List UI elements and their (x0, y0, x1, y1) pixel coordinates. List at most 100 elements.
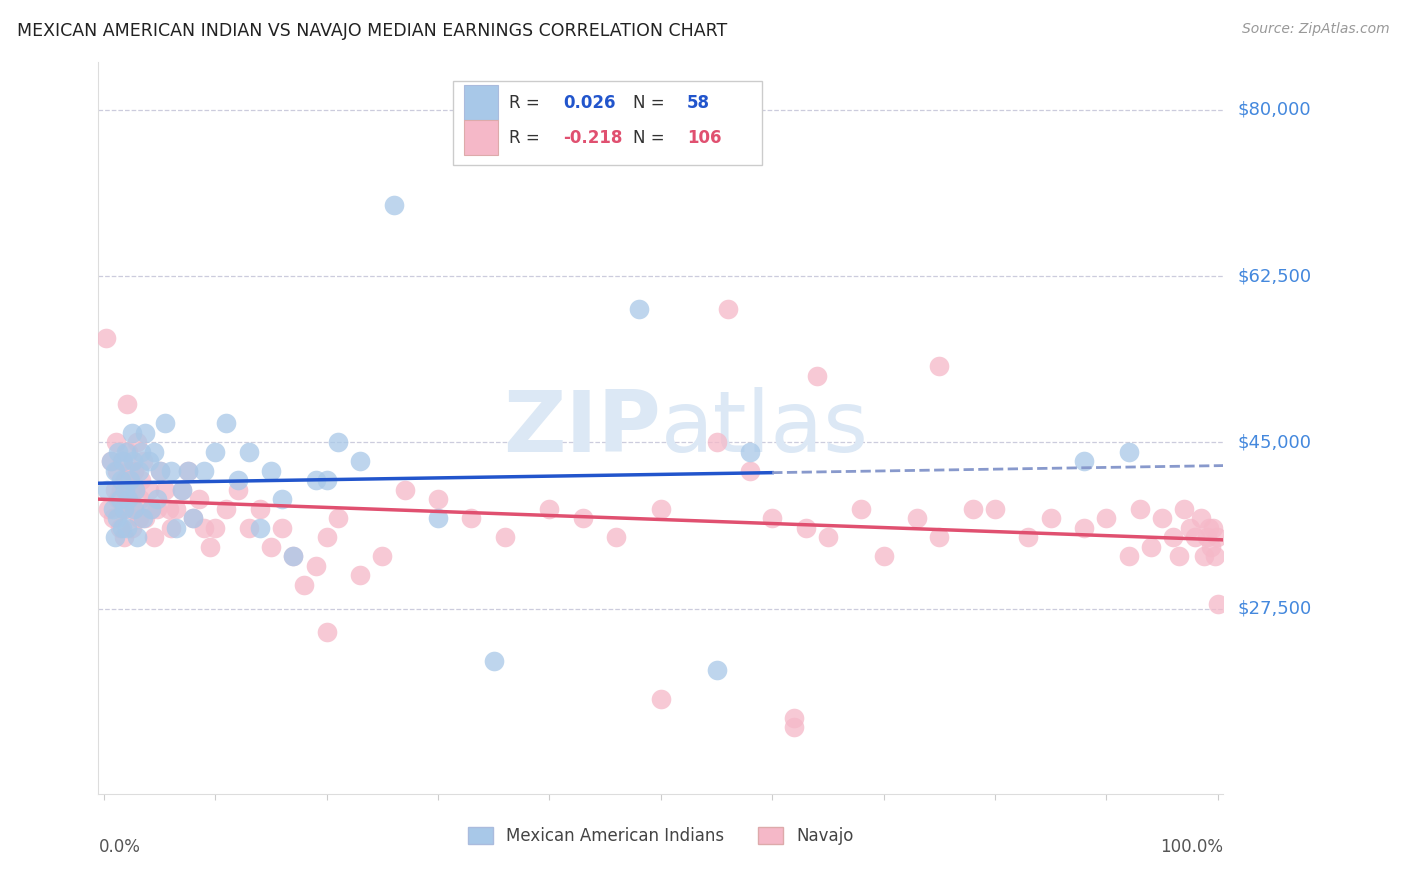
Point (1198, 521, 1220, 535)
Point (96, 483, 118, 497)
Point (146, 502, 169, 516)
Point (107, 492, 129, 507)
Point (111, 502, 134, 516)
Point (271, 521, 294, 535)
Point (294, 578, 316, 592)
Point (494, 530, 516, 544)
Point (226, 474, 249, 488)
Point (1194, 549, 1216, 564)
Point (122, 454, 145, 468)
Point (104, 464, 127, 478)
Point (134, 511, 156, 525)
Text: 106: 106 (686, 128, 721, 147)
Point (117, 492, 139, 507)
Point (159, 464, 181, 478)
Point (204, 445, 226, 459)
Point (1017, 530, 1039, 544)
Text: $62,500: $62,500 (1237, 268, 1312, 285)
Point (134, 425, 156, 440)
Point (738, 464, 761, 478)
Point (1118, 445, 1140, 459)
Point (283, 549, 305, 564)
Point (794, 521, 817, 535)
Point (170, 483, 193, 497)
Point (107, 445, 129, 459)
Point (104, 530, 127, 544)
Point (120, 483, 142, 497)
Text: ZIP: ZIP (503, 386, 661, 470)
Point (114, 483, 136, 497)
Point (1178, 521, 1201, 535)
Point (1150, 511, 1173, 525)
Point (304, 474, 326, 488)
Point (165, 502, 187, 516)
Point (783, 711, 806, 725)
Text: R =: R = (509, 128, 546, 147)
Point (371, 549, 394, 564)
Point (304, 558, 326, 573)
Point (1073, 454, 1095, 468)
Point (427, 492, 450, 507)
Point (1199, 540, 1222, 554)
Point (101, 502, 124, 516)
Point (984, 502, 1007, 516)
Point (181, 511, 204, 525)
Point (127, 435, 149, 450)
Point (117, 397, 139, 411)
Point (139, 502, 162, 516)
Point (115, 445, 138, 459)
Point (349, 454, 371, 468)
Point (121, 425, 143, 440)
Point (1161, 530, 1184, 544)
Point (129, 474, 152, 488)
Point (427, 511, 450, 525)
Point (132, 511, 155, 525)
Point (215, 502, 238, 516)
Point (149, 464, 172, 478)
Text: 58: 58 (686, 94, 710, 112)
Point (627, 302, 650, 317)
Point (138, 483, 160, 497)
Point (121, 521, 143, 535)
Point (122, 502, 145, 516)
Point (129, 445, 152, 459)
Point (96, 331, 118, 345)
Point (117, 521, 139, 535)
Point (159, 521, 181, 535)
Point (260, 540, 283, 554)
Point (204, 521, 226, 535)
Point (143, 530, 166, 544)
Text: MEXICAN AMERICAN INDIAN VS NAVAJO MEDIAN EARNINGS CORRELATION CHART: MEXICAN AMERICAN INDIAN VS NAVAJO MEDIAN… (17, 22, 727, 40)
Point (806, 368, 828, 383)
Text: N =: N = (633, 94, 669, 112)
Point (198, 540, 221, 554)
Point (717, 302, 740, 317)
Point (260, 464, 283, 478)
Point (382, 198, 405, 212)
Point (1195, 530, 1218, 544)
Point (851, 502, 873, 516)
Point (249, 502, 271, 516)
Point (1095, 511, 1118, 525)
Point (110, 474, 132, 488)
Point (108, 492, 131, 507)
Point (193, 464, 215, 478)
Point (1039, 511, 1062, 525)
Point (962, 502, 984, 516)
Point (315, 530, 337, 544)
Point (118, 464, 141, 478)
Point (143, 445, 166, 459)
Point (572, 511, 595, 525)
Point (104, 483, 127, 497)
Point (1129, 502, 1152, 516)
Point (146, 492, 169, 507)
Point (761, 511, 783, 525)
Text: 100.0%: 100.0% (1160, 838, 1223, 855)
Text: N =: N = (633, 128, 669, 147)
Point (157, 502, 180, 516)
Point (149, 464, 172, 478)
Point (283, 549, 305, 564)
Point (1073, 521, 1095, 535)
Point (139, 502, 162, 516)
Point (111, 521, 134, 535)
